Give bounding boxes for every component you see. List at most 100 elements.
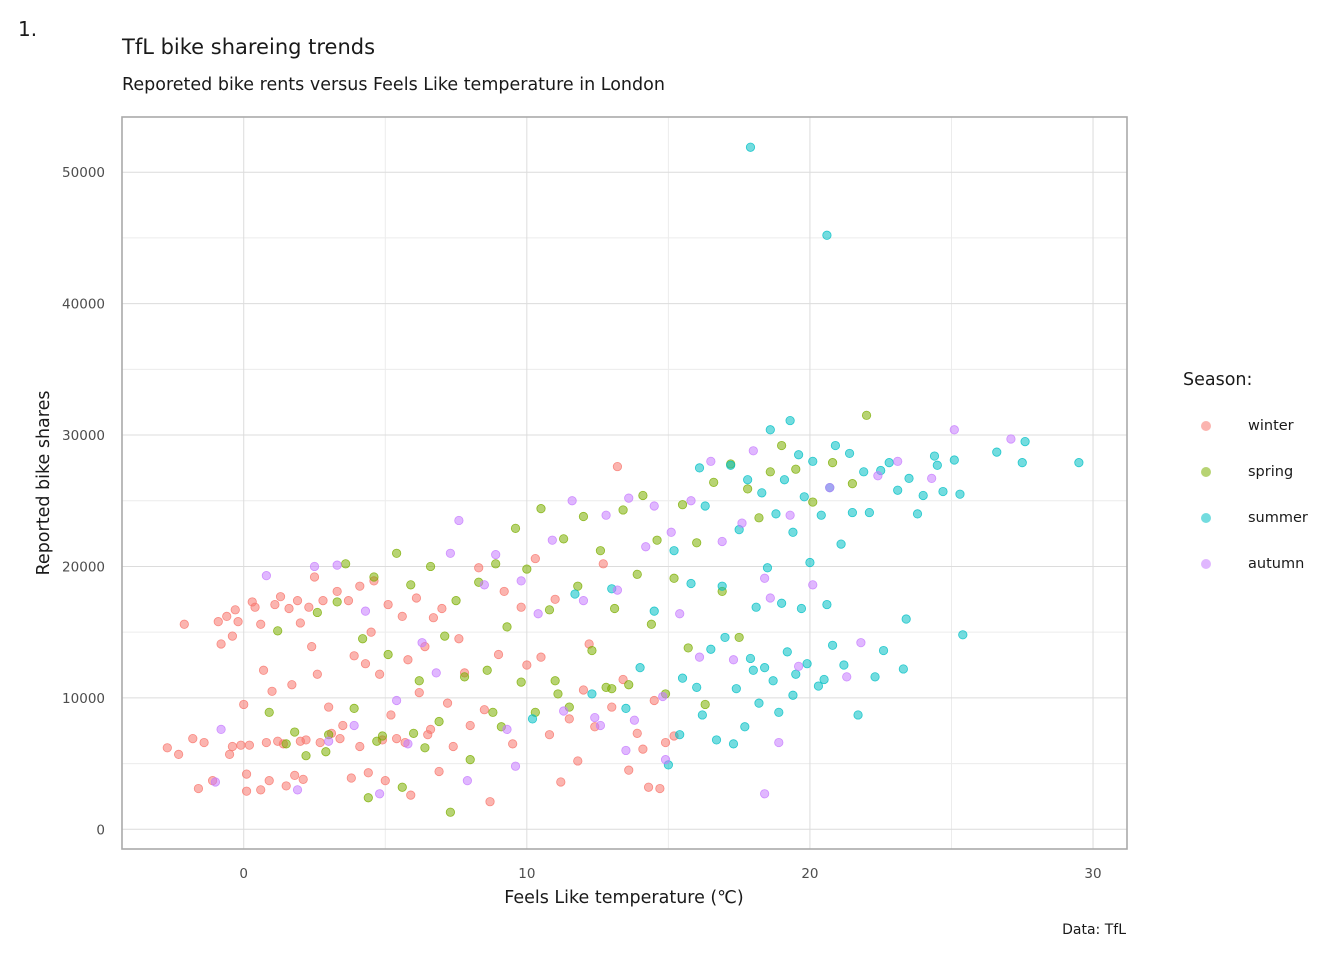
legend-item-autumn: autumn: [1183, 541, 1308, 587]
data-point-summer: [822, 599, 832, 610]
panel-border: [121, 116, 1128, 850]
data-point-spring: [491, 559, 501, 569]
data-point-summer: [677, 673, 688, 683]
data-point-autumn: [261, 571, 271, 581]
data-point-winter: [349, 651, 359, 661]
data-point-autumn: [332, 560, 342, 570]
data-point-summer: [757, 488, 767, 498]
data-point-winter: [307, 642, 317, 652]
data-point-spring: [358, 634, 368, 644]
data-point-spring: [692, 538, 702, 548]
data-point-winter: [355, 581, 365, 591]
data-point-autumn: [949, 425, 959, 435]
data-point-winter: [649, 695, 659, 706]
data-point-winter: [338, 720, 348, 731]
data-point-spring: [321, 747, 331, 757]
data-point-autumn: [431, 668, 441, 678]
y-tick-label: 40000: [62, 297, 105, 313]
data-point-spring: [587, 645, 597, 656]
data-point-winter: [383, 599, 393, 610]
data-point-spring: [369, 572, 379, 582]
data-point-summer: [796, 603, 807, 614]
legend-key-spring: [1201, 467, 1211, 477]
data-point-winter: [346, 773, 356, 783]
x-tick-label: 20: [801, 866, 818, 882]
data-point-winter: [250, 602, 260, 612]
data-point-summer: [774, 707, 784, 717]
data-point-autumn: [479, 580, 489, 590]
data-point-spring: [573, 581, 583, 591]
legend: Season: winter spring summer autumn: [1183, 370, 1308, 587]
data-point-summer: [822, 230, 832, 240]
data-point-spring: [827, 458, 838, 468]
data-point-winter: [312, 669, 322, 679]
data-point-summer: [949, 455, 959, 465]
data-point-winter: [508, 739, 518, 749]
data-point-summer: [799, 492, 809, 502]
data-point-autumn: [737, 518, 747, 528]
data-point-winter: [290, 770, 300, 781]
legend-item-spring: spring: [1183, 449, 1308, 495]
data-point-winter: [360, 659, 371, 669]
data-point-winter: [295, 736, 305, 746]
data-point-winter: [324, 702, 334, 712]
legend-label: spring: [1248, 464, 1294, 480]
data-point-winter: [573, 756, 583, 766]
data-point-winter: [227, 741, 238, 752]
data-point-spring: [700, 699, 710, 710]
data-point-winter: [380, 776, 390, 786]
data-point-spring: [578, 511, 589, 522]
data-point-summer: [711, 735, 722, 745]
data-point-spring: [434, 716, 444, 727]
data-point-winter: [632, 728, 642, 738]
data-point-spring: [847, 479, 857, 489]
data-point-autumn: [927, 473, 937, 484]
data-point-spring: [516, 677, 526, 687]
data-point-autumn: [629, 715, 640, 725]
data-point-autumn: [417, 638, 427, 648]
data-point-autumn: [760, 573, 770, 583]
data-point-summer: [760, 663, 770, 673]
data-point-spring: [734, 632, 744, 643]
data-point-summer: [844, 448, 855, 459]
data-point-autumn: [454, 515, 464, 526]
data-point-summer: [751, 602, 761, 612]
data-point-winter: [258, 665, 269, 675]
data-point-winter: [355, 741, 365, 752]
data-point-winter: [295, 618, 305, 628]
caption: Data: TfL: [1062, 922, 1126, 938]
data-point-spring: [332, 597, 342, 607]
data-point-autumn: [660, 755, 671, 765]
legend-title: Season:: [1183, 370, 1253, 390]
y-tick-label: 20000: [62, 559, 105, 575]
data-point-summer: [878, 645, 889, 656]
data-point-winter: [434, 766, 444, 777]
data-point-summer: [839, 660, 849, 670]
data-point-summer: [958, 630, 968, 640]
data-point-autumn: [445, 548, 455, 558]
data-point-autumn: [375, 789, 385, 799]
data-point-spring: [683, 643, 693, 653]
data-point-spring: [377, 731, 388, 741]
data-point-summer: [864, 507, 874, 518]
data-point-autumn: [649, 501, 659, 511]
data-point-summer: [649, 606, 659, 616]
data-point-summer: [745, 653, 756, 664]
data-point-summer: [731, 684, 741, 694]
data-point-spring: [459, 672, 470, 682]
data-point-summer: [794, 450, 804, 460]
data-point-autumn: [502, 724, 512, 735]
data-point-spring: [465, 755, 475, 765]
data-point-spring: [652, 535, 662, 545]
data-point-summer: [765, 425, 775, 435]
data-point-summer: [1020, 437, 1030, 447]
data-point-spring: [861, 410, 872, 420]
data-point-summer: [901, 614, 911, 624]
data-point-spring: [341, 559, 351, 569]
data-point-summer: [728, 739, 739, 749]
data-point-autumn: [728, 655, 739, 665]
data-point-winter: [392, 734, 402, 744]
data-point-winter: [343, 596, 354, 606]
data-point-spring: [414, 676, 424, 686]
